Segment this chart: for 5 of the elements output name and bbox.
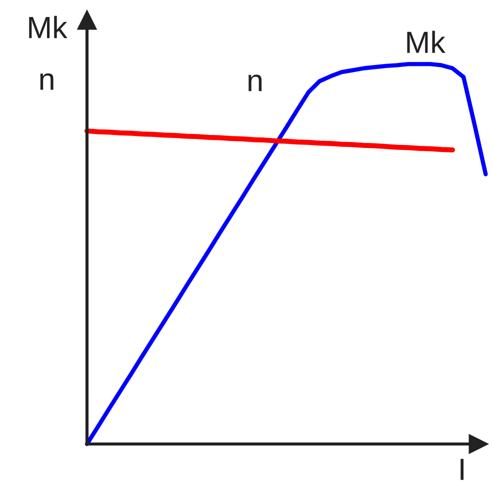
y-axis-title: Mk — [29, 16, 68, 38]
series-label: Mk — [407, 30, 446, 53]
x-axis-title: I — [460, 458, 464, 480]
text: n — [40, 73, 54, 90]
series-label: n — [248, 74, 262, 92]
